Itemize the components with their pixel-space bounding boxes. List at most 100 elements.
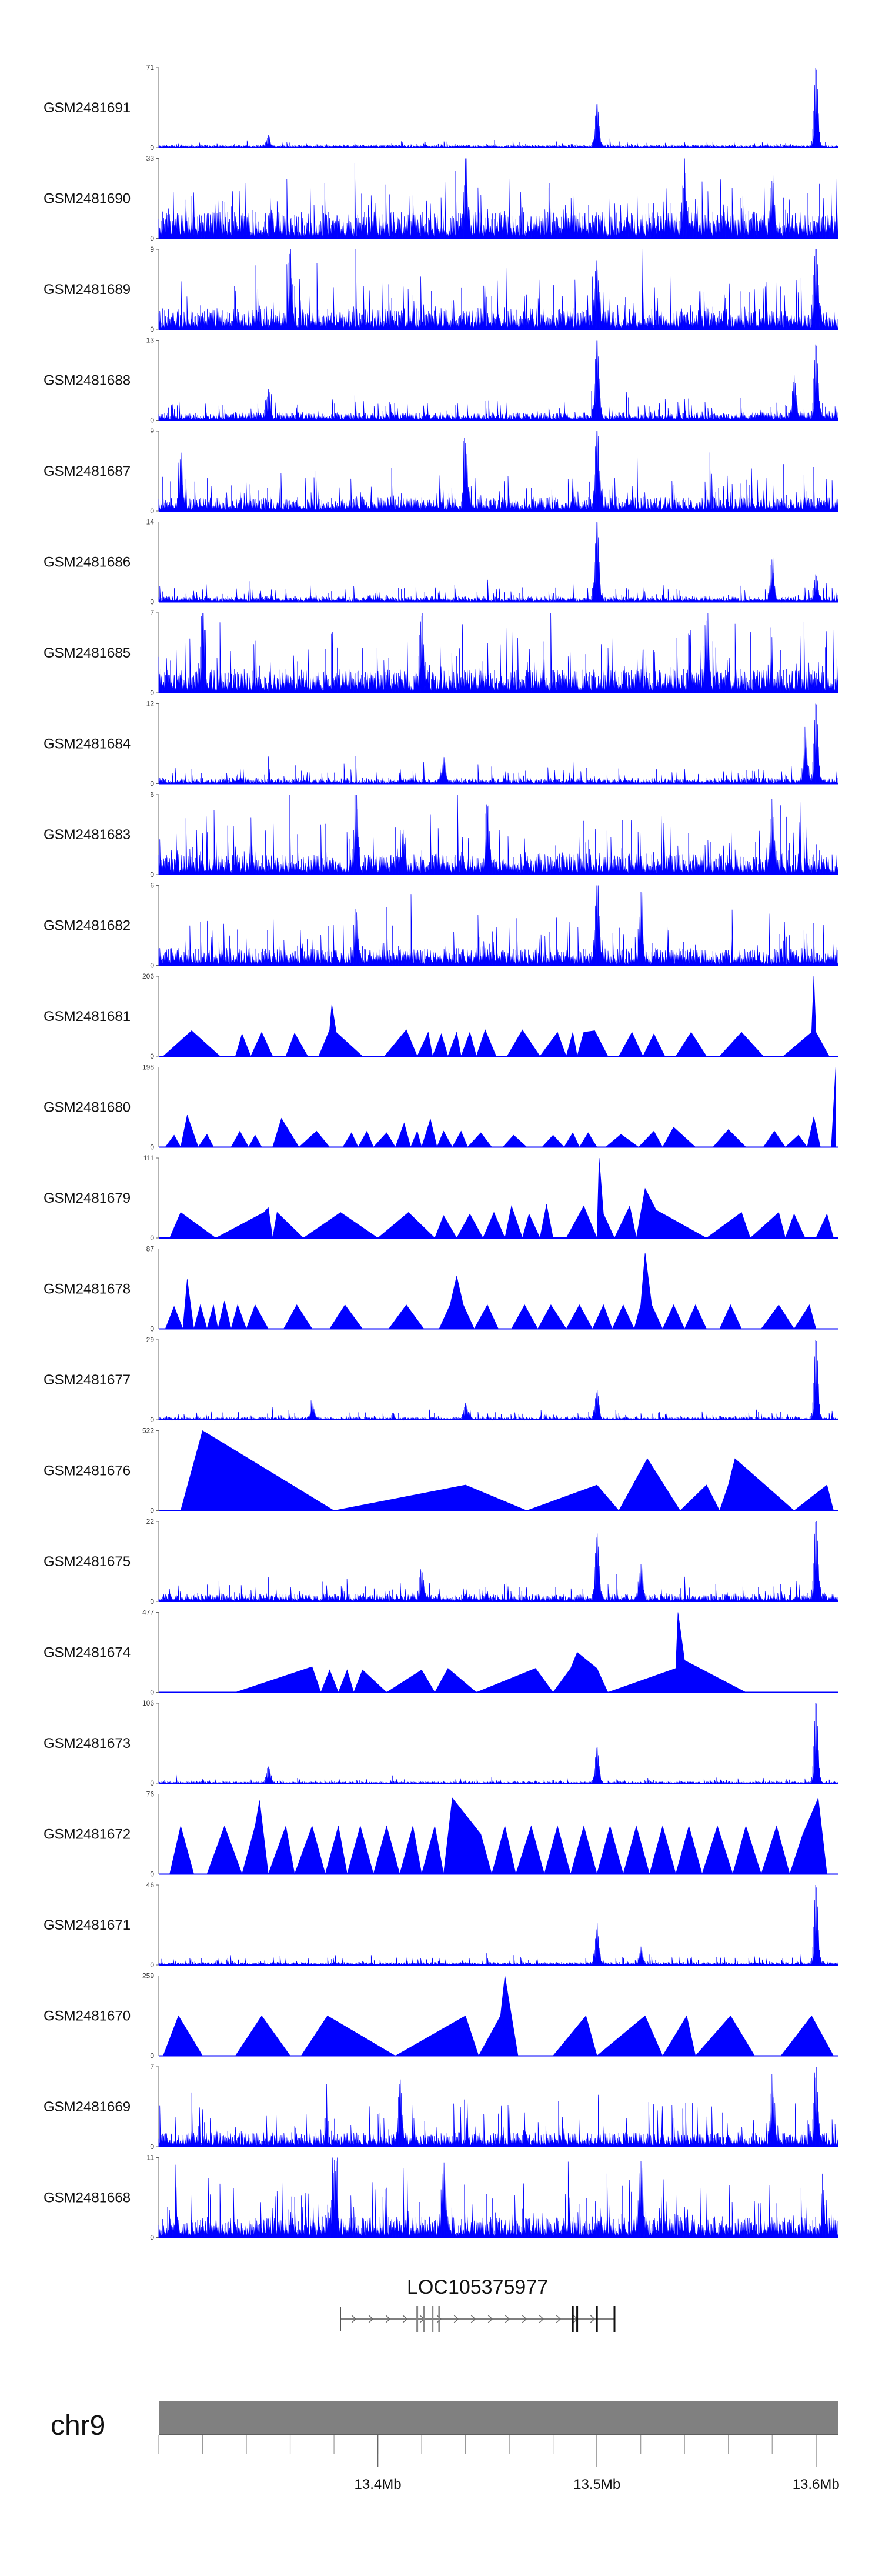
track-GSM2481690: GSM2481690 33 0: [44, 155, 838, 243]
signal-area: [158, 703, 838, 785]
y-max-label: 522: [142, 1427, 154, 1435]
y-min-label: 0: [150, 1507, 154, 1515]
signal-area: [162, 1976, 834, 2057]
strand-arrow: [556, 2315, 562, 2323]
signal-area: [235, 1612, 746, 1693]
y-max-label: 106: [142, 1699, 154, 1707]
y-min-label: 0: [150, 870, 154, 879]
y-min-label: 0: [150, 507, 154, 515]
signal-area: [158, 612, 838, 693]
track-label: GSM2481676: [44, 1463, 131, 1479]
signal-area: [165, 1067, 836, 1148]
y-min-label: 0: [150, 1325, 154, 1333]
y-min-label: 0: [150, 1052, 154, 1060]
y-min-label: 0: [150, 962, 154, 970]
track-label: GSM2481684: [44, 736, 131, 752]
exon: [596, 2306, 598, 2332]
track-GSM2481691: GSM2481691 71 0: [44, 64, 838, 152]
y-max-label: 13: [146, 336, 155, 345]
y-min-label: 0: [150, 1779, 154, 1787]
track-GSM2481687: GSM2481687 9 0: [44, 427, 838, 515]
y-max-label: 14: [146, 518, 155, 526]
track-label: GSM2481688: [44, 373, 131, 389]
chromosome-axis: chr9 13.4Mb 13.5Mb 13.6Mb: [51, 2401, 840, 2492]
signal-area: [158, 249, 838, 330]
track-GSM2481674: GSM2481674 477 0: [44, 1609, 838, 1697]
track-label: GSM2481687: [44, 463, 131, 479]
track-label: GSM2481685: [44, 645, 131, 661]
track-label: GSM2481683: [44, 827, 131, 843]
y-max-label: 9: [150, 427, 154, 435]
track-label: GSM2481678: [44, 1282, 131, 1297]
y-min-label: 0: [150, 2143, 154, 2151]
signal-area: [162, 976, 830, 1057]
track-GSM2481680: GSM2481680 198 0: [44, 1063, 838, 1152]
signal-area: [158, 2066, 838, 2147]
signal-tracks: GSM2481691710GSM2481690330GSM248168990GS…: [44, 64, 838, 2242]
track-label: GSM2481672: [44, 1827, 131, 1843]
signal-area: [158, 340, 838, 421]
axis-tick-label: 13.4Mb: [355, 2477, 402, 2492]
exon: [438, 2306, 440, 2332]
y-min-label: 0: [150, 1597, 154, 1606]
y-min-label: 0: [150, 1143, 154, 1152]
y-min-label: 0: [150, 325, 154, 333]
strand-arrow: [539, 2315, 544, 2323]
track-GSM2481671: GSM2481671 46 0: [44, 1881, 838, 1969]
track-label: GSM2481669: [44, 2099, 131, 2115]
signal-area: [180, 1430, 834, 1511]
signal-area: [158, 1884, 838, 1966]
track-label: GSM2481675: [44, 1554, 131, 1570]
y-min-label: 0: [150, 1416, 154, 1424]
y-max-label: 11: [147, 2154, 155, 2162]
signal-area: [158, 522, 838, 603]
signal-area: [158, 1339, 838, 1421]
y-min-label: 0: [150, 416, 154, 425]
exon: [576, 2306, 579, 2332]
track-label: GSM2481668: [44, 2190, 131, 2206]
track-label: GSM2481686: [44, 555, 131, 570]
strand-arrow: [487, 2315, 493, 2323]
track-GSM2481686: GSM2481686 14 0: [44, 518, 838, 606]
y-min-label: 0: [150, 2052, 154, 2060]
signal-area: [158, 1521, 838, 1603]
chromosome-label: chr9: [51, 2410, 105, 2441]
y-max-label: 9: [150, 245, 154, 253]
track-GSM2481675: GSM2481675 22 0: [44, 1517, 838, 1606]
track-label: GSM2481679: [44, 1190, 131, 1206]
y-max-label: 259: [142, 1972, 154, 1980]
exon: [416, 2306, 419, 2332]
exon: [432, 2306, 434, 2332]
track-GSM2481676: GSM2481676 522 0: [44, 1427, 838, 1515]
track-label: GSM2481680: [44, 1100, 131, 1116]
gene-label: LOC105375977: [407, 2276, 548, 2298]
y-min-label: 0: [150, 1234, 154, 1242]
signal-area: [169, 1157, 834, 1239]
y-max-label: 71: [146, 64, 155, 72]
y-min-label: 0: [150, 598, 154, 606]
track-GSM2481685: GSM2481685 7 0: [44, 609, 838, 697]
y-min-label: 0: [150, 1870, 154, 1878]
exon: [423, 2306, 425, 2332]
y-min-label: 0: [150, 144, 154, 152]
signal-area: [158, 431, 838, 512]
track-GSM2481678: GSM2481678 87 0: [44, 1245, 838, 1333]
track-label: GSM2481673: [44, 1736, 131, 1751]
y-min-label: 0: [150, 780, 154, 788]
strand-arrow: [470, 2315, 476, 2323]
y-max-label: 22: [146, 1517, 155, 1526]
exon: [613, 2306, 616, 2332]
y-max-label: 477: [142, 1609, 154, 1617]
track-label: GSM2481690: [44, 191, 131, 207]
y-max-label: 76: [146, 1790, 155, 1798]
signal-area: [158, 885, 838, 966]
track-label: GSM2481681: [44, 1009, 131, 1025]
y-max-label: 6: [150, 790, 154, 799]
strand-arrow: [522, 2315, 527, 2323]
track-label: GSM2481682: [44, 918, 131, 934]
signal-area: [158, 2157, 838, 2238]
y-min-label: 0: [150, 2234, 154, 2242]
y-min-label: 0: [150, 1689, 154, 1697]
y-max-label: 206: [142, 972, 154, 980]
